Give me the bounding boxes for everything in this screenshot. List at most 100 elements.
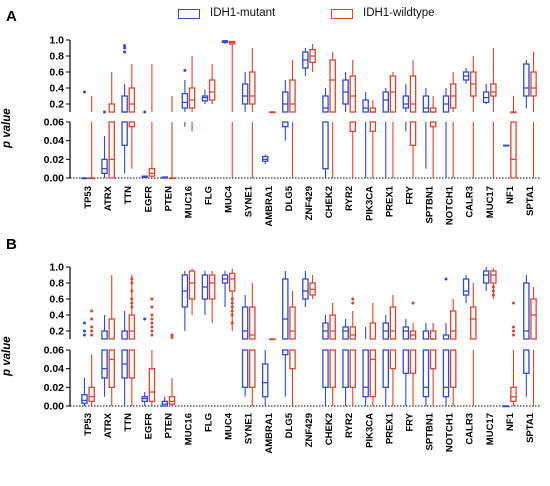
x-tick-label: SYNE1 xyxy=(244,185,255,217)
outlier-point xyxy=(123,44,127,48)
box-body xyxy=(422,349,430,398)
box-wildtype-notch1 xyxy=(449,72,457,178)
box-mutant-spta1 xyxy=(523,275,530,397)
box-wildtype-sptbn1 xyxy=(429,323,437,406)
y-tick-label-upper: 0.2 xyxy=(49,99,64,111)
outlier-point xyxy=(150,325,154,329)
outlier-point xyxy=(351,297,355,301)
box-body xyxy=(282,121,289,128)
x-tick-label: MUC16 xyxy=(183,186,194,218)
box-body xyxy=(108,121,115,179)
x-tick-label: CHEK2 xyxy=(324,186,335,218)
x-tick-label: CHEK2 xyxy=(324,413,335,445)
box-body xyxy=(128,349,136,379)
box-mutant-spta1 xyxy=(523,60,530,108)
box-wildtype-calr3 xyxy=(470,56,477,178)
box-wildtype-prex1 xyxy=(389,295,397,406)
y-axis-label-b: p value xyxy=(1,336,13,376)
box-mutant-sptbn1 xyxy=(422,88,430,169)
box-wildtype-ambra1 xyxy=(269,338,276,341)
box-mutant-pten xyxy=(161,176,169,179)
box-body xyxy=(342,349,349,388)
panel-b-chart: 0.2 0.4 0.6 0.8 1.0 0.00 0.02 0.04 0.06 TP53 ATRX T… xyxy=(44,262,540,454)
box-body xyxy=(523,349,530,374)
box-body xyxy=(329,314,336,340)
box-body xyxy=(302,278,309,300)
box-body xyxy=(369,349,377,398)
box-wildtype-pik3ca xyxy=(369,303,377,406)
box-mutant-prex1 xyxy=(382,88,389,178)
box-body xyxy=(429,330,437,340)
box-body xyxy=(128,87,136,113)
box-body xyxy=(349,121,357,132)
y-tick-label-upper: 0.4 xyxy=(49,83,64,95)
outlier-point xyxy=(444,277,448,281)
box-body xyxy=(389,75,397,113)
box-body xyxy=(261,363,269,398)
outlier-point xyxy=(511,329,515,333)
box-wildtype-muc4 xyxy=(229,268,236,331)
box-body xyxy=(510,111,517,114)
outlier-point xyxy=(491,293,495,297)
box-wildtype-syne1 xyxy=(249,48,256,178)
box-wildtype-muc16 xyxy=(188,56,196,132)
box-body xyxy=(88,386,95,402)
box-body xyxy=(282,349,289,356)
y-tick-label-lower: 0.02 xyxy=(44,154,65,166)
outlier-point xyxy=(130,277,134,281)
box-body xyxy=(409,75,417,113)
outlier-point xyxy=(103,110,107,114)
x-tick-label: DLG5 xyxy=(284,412,295,438)
box-mutant-ambra1 xyxy=(261,350,269,406)
box-body xyxy=(249,349,256,388)
y-tick-label-lower: 0.02 xyxy=(44,382,65,394)
box-body xyxy=(369,121,377,132)
box-body xyxy=(121,330,128,340)
box-mutant-nf1 xyxy=(503,405,510,408)
box-wildtype-dlg5 xyxy=(289,291,296,406)
box-body xyxy=(422,330,430,340)
x-tick-label: SYNE1 xyxy=(244,412,255,444)
outlier-point xyxy=(150,305,154,309)
box-mutant-chek2 xyxy=(322,315,329,406)
box-wildtype-syne1 xyxy=(249,283,256,406)
box-wildtype-fry xyxy=(409,60,417,178)
box-body xyxy=(362,99,369,113)
box-mutant-egfr xyxy=(141,317,148,406)
box-body xyxy=(402,349,410,374)
box-mutant-syne1 xyxy=(241,295,249,397)
box-wildtype-atrx xyxy=(108,72,115,179)
box-wildtype-muc4 xyxy=(229,40,236,178)
box-mutant-notch1 xyxy=(442,88,450,178)
box-wildtype-ambra1 xyxy=(269,111,276,114)
box-body xyxy=(442,349,450,398)
box-wildtype-egfr xyxy=(148,297,156,406)
box-wildtype-chek2 xyxy=(329,303,336,406)
box-body xyxy=(101,349,108,379)
x-tick-label: PIK3CA xyxy=(364,413,375,448)
y-tick-label-upper: 1.0 xyxy=(49,262,64,274)
x-tick-label: AMBRA1 xyxy=(264,412,275,453)
outlier-point xyxy=(351,301,355,305)
box-body xyxy=(181,92,189,109)
outlier-point xyxy=(123,50,127,54)
box-body xyxy=(342,326,349,340)
outlier-point xyxy=(143,317,147,321)
box-body xyxy=(241,306,249,340)
outlier-point xyxy=(82,329,86,333)
box-body xyxy=(208,79,216,101)
box-body xyxy=(322,121,329,170)
x-tick-label: TTN xyxy=(123,413,134,432)
box-body xyxy=(108,318,115,340)
outlier-point xyxy=(230,313,234,317)
x-tick-label: CALR3 xyxy=(465,186,476,218)
box-body xyxy=(282,91,289,113)
x-tick-label: NOTCH1 xyxy=(445,412,456,452)
box-wildtype-atrx xyxy=(108,275,115,406)
box-body xyxy=(229,272,236,292)
x-tick-label: MUC17 xyxy=(485,413,496,445)
y-tick-label-upper: 0.8 xyxy=(49,51,64,63)
outlier-point xyxy=(491,285,495,289)
box-wildtype-tp53 xyxy=(88,96,95,180)
box-mutant-calr3 xyxy=(462,68,470,84)
